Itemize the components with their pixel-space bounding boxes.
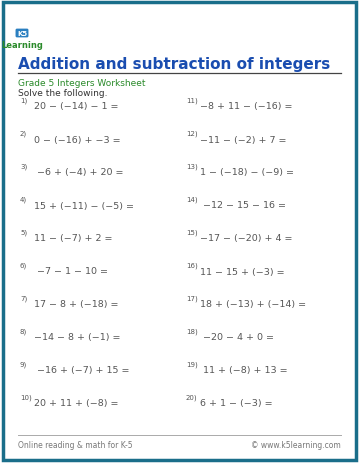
- Text: 17): 17): [186, 295, 198, 301]
- Text: Learning: Learning: [1, 41, 43, 50]
- Text: 5): 5): [20, 229, 27, 236]
- Text: −8 + 11 − (−16) =: −8 + 11 − (−16) =: [200, 102, 293, 111]
- Text: 19): 19): [186, 361, 198, 367]
- Text: 20 + 11 + (−8) =: 20 + 11 + (−8) =: [34, 399, 118, 407]
- Text: 3): 3): [20, 163, 27, 169]
- Text: 17 − 8 + (−18) =: 17 − 8 + (−18) =: [34, 300, 118, 309]
- Text: 7): 7): [20, 295, 27, 301]
- Text: 14): 14): [186, 196, 197, 203]
- Text: 13): 13): [186, 163, 198, 169]
- Text: −17 − (−20) + 4 =: −17 − (−20) + 4 =: [200, 234, 293, 243]
- Text: 1 − (−18) − (−9) =: 1 − (−18) − (−9) =: [200, 168, 294, 177]
- Text: 15 + (−11) − (−5) =: 15 + (−11) − (−5) =: [34, 201, 134, 210]
- Text: 11 − 15 + (−3) =: 11 − 15 + (−3) =: [200, 267, 285, 276]
- Text: 9): 9): [20, 361, 27, 367]
- Text: 1): 1): [20, 97, 27, 104]
- Text: 20): 20): [186, 394, 197, 400]
- Text: 10): 10): [20, 394, 32, 400]
- Text: 18): 18): [186, 328, 198, 334]
- Text: Grade 5 Integers Worksheet: Grade 5 Integers Worksheet: [18, 78, 145, 88]
- Text: 6): 6): [20, 262, 27, 269]
- Text: Addition and subtraction of integers: Addition and subtraction of integers: [18, 56, 330, 71]
- Text: 16): 16): [186, 262, 198, 269]
- Text: 18 + (−13) + (−14) =: 18 + (−13) + (−14) =: [200, 300, 306, 309]
- Text: 15): 15): [186, 229, 197, 236]
- Text: 6 + 1 − (−3) =: 6 + 1 − (−3) =: [200, 399, 272, 407]
- Text: 11 + (−8) + 13 =: 11 + (−8) + 13 =: [200, 366, 288, 375]
- Text: −6 + (−4) + 20 =: −6 + (−4) + 20 =: [34, 168, 123, 177]
- Text: © www.k5learning.com: © www.k5learning.com: [251, 441, 341, 450]
- Text: −7 − 1 − 10 =: −7 − 1 − 10 =: [34, 267, 108, 276]
- Text: 4): 4): [20, 196, 27, 203]
- Text: 0 − (−16) + −3 =: 0 − (−16) + −3 =: [34, 135, 121, 144]
- Text: Solve the following.: Solve the following.: [18, 88, 107, 97]
- Text: −14 − 8 + (−1) =: −14 − 8 + (−1) =: [34, 333, 121, 342]
- Text: 12): 12): [186, 130, 197, 137]
- Text: −16 + (−7) + 15 =: −16 + (−7) + 15 =: [34, 366, 130, 375]
- Text: 20 − (−14) − 1 =: 20 − (−14) − 1 =: [34, 102, 118, 111]
- Text: K5: K5: [17, 31, 27, 37]
- Text: −12 − 15 − 16 =: −12 − 15 − 16 =: [200, 201, 286, 210]
- Text: 11): 11): [186, 97, 198, 104]
- Text: 11 − (−7) + 2 =: 11 − (−7) + 2 =: [34, 234, 112, 243]
- Text: 2): 2): [20, 130, 27, 137]
- Text: −11 − (−2) + 7 =: −11 − (−2) + 7 =: [200, 135, 286, 144]
- Text: 8): 8): [20, 328, 27, 334]
- Text: Online reading & math for K-5: Online reading & math for K-5: [18, 441, 132, 450]
- Text: −20 − 4 + 0 =: −20 − 4 + 0 =: [200, 333, 274, 342]
- FancyBboxPatch shape: [3, 3, 356, 460]
